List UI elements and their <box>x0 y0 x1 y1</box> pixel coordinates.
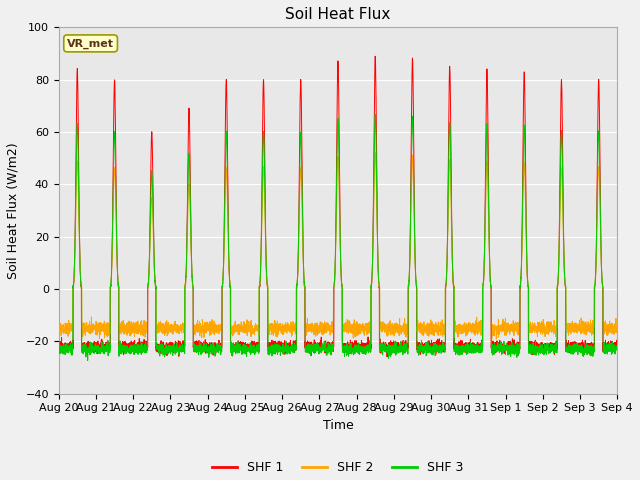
Legend: SHF 1, SHF 2, SHF 3: SHF 1, SHF 2, SHF 3 <box>207 456 468 479</box>
X-axis label: Time: Time <box>323 419 353 432</box>
Y-axis label: Soil Heat Flux (W/m2): Soil Heat Flux (W/m2) <box>7 142 20 279</box>
Text: VR_met: VR_met <box>67 38 114 48</box>
Title: Soil Heat Flux: Soil Heat Flux <box>285 7 390 22</box>
